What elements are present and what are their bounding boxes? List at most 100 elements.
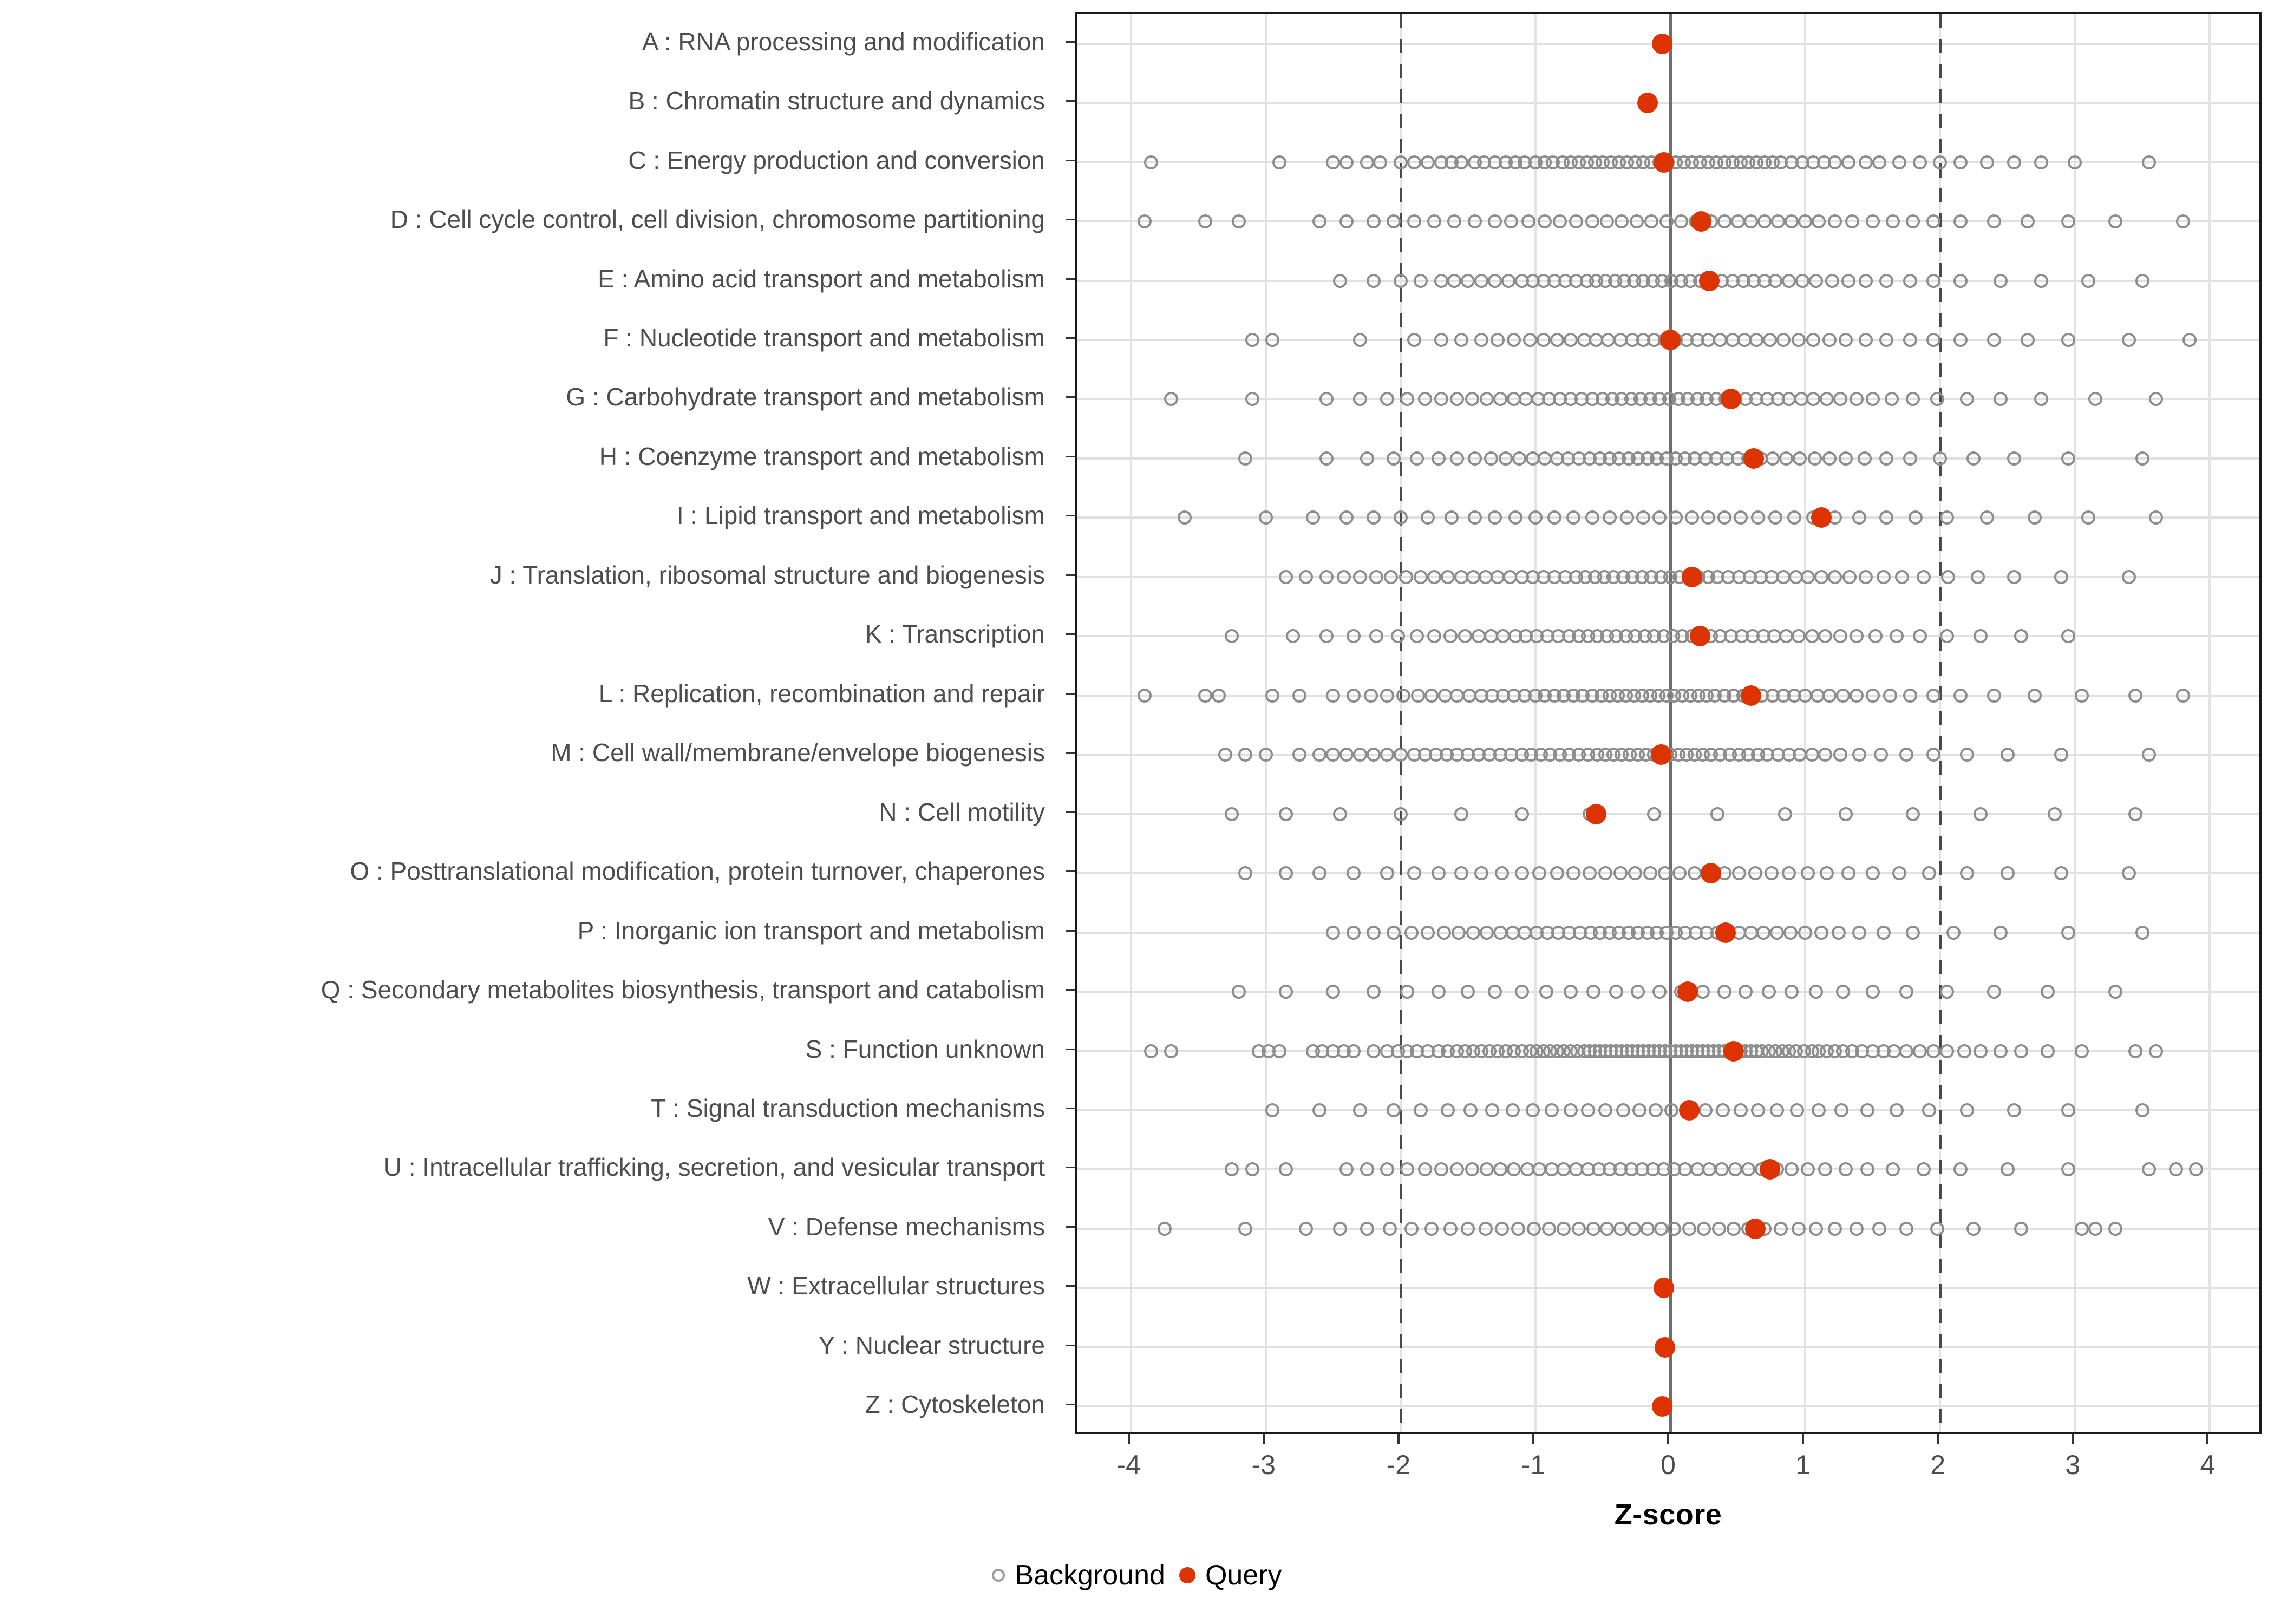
background-point	[1478, 1221, 1493, 1236]
background-point	[2074, 688, 2089, 703]
background-point	[1879, 333, 1893, 348]
background-point	[1818, 748, 1833, 762]
background-point	[1409, 451, 1424, 466]
background-point	[1926, 333, 1940, 348]
background-point	[1903, 451, 1918, 466]
background-point	[1766, 451, 1780, 466]
background-point	[1652, 985, 1667, 999]
background-point	[1953, 333, 1968, 348]
plot-panel	[1075, 12, 2262, 1434]
background-point	[1640, 1221, 1655, 1236]
background-point	[1245, 333, 1259, 348]
background-point	[1436, 925, 1451, 940]
y-axis-tick-label: Y : Nuclear structure	[818, 1331, 1045, 1359]
x-axis-tick-label: 4	[2200, 1450, 2216, 1480]
background-point	[1903, 688, 1918, 703]
background-point	[1424, 688, 1439, 703]
background-point	[1369, 569, 1383, 584]
background-point	[1801, 866, 1815, 881]
background-point	[1849, 392, 1864, 407]
background-point	[2121, 866, 2136, 881]
y-axis-tick-label: U : Intracellular trafficking, secretion…	[383, 1153, 1045, 1182]
background-point	[1373, 155, 1388, 169]
background-point	[1953, 273, 1968, 288]
x-axis-title: Z-score	[1614, 1498, 1722, 1531]
background-point	[1899, 1044, 1913, 1058]
background-point	[1868, 629, 1883, 644]
background-point	[1922, 1103, 1937, 1117]
background-point	[1326, 985, 1341, 999]
background-point	[1258, 510, 1273, 525]
background-point	[1667, 1221, 1682, 1236]
y-axis-tick-mark	[1066, 1048, 1075, 1050]
background-point	[1859, 155, 1873, 169]
background-point	[1980, 510, 1995, 525]
background-point	[1860, 1103, 1874, 1117]
background-point	[2061, 1103, 2075, 1117]
background-point	[2061, 925, 2075, 940]
background-point	[1629, 214, 1644, 229]
background-point	[1966, 1221, 1981, 1236]
background-point	[1769, 925, 1784, 940]
background-point	[1238, 748, 1253, 762]
background-point	[1319, 392, 1334, 407]
background-point	[1613, 866, 1628, 881]
query-point	[1811, 507, 1832, 528]
background-point	[1602, 510, 1617, 525]
chart-legend: Background Query	[0, 1559, 2274, 1592]
y-axis-tick-mark	[1066, 692, 1075, 695]
query-point	[1653, 1278, 1674, 1299]
x-axis-tick-label: 2	[1930, 1450, 1946, 1480]
background-point	[1838, 807, 1853, 821]
background-point	[1396, 688, 1410, 703]
background-point	[1849, 1221, 1864, 1236]
background-point	[1505, 1103, 1520, 1117]
background-point	[1793, 451, 1807, 466]
background-point	[1488, 214, 1502, 229]
y-axis-tick-label: E : Amino acid transport and metabolism	[598, 264, 1045, 293]
background-point	[1711, 1221, 1726, 1236]
background-point	[1507, 333, 1521, 348]
background-point	[1906, 807, 1920, 821]
background-point	[1890, 629, 1904, 644]
background-point	[1326, 155, 1341, 169]
background-point	[1326, 925, 1341, 940]
background-point	[1960, 1103, 1974, 1117]
background-point	[1454, 807, 1468, 821]
background-point	[1245, 1162, 1259, 1177]
background-point	[1779, 451, 1794, 466]
vertical-gridline	[2074, 14, 2076, 1432]
background-point	[1474, 333, 1489, 348]
background-point	[1332, 807, 1347, 821]
background-point	[1272, 1044, 1286, 1058]
background-point	[1521, 214, 1536, 229]
background-point	[1544, 1103, 1559, 1117]
background-point	[2135, 273, 2149, 288]
background-point	[1441, 1103, 1455, 1117]
background-point	[1827, 569, 1842, 584]
background-point	[1872, 155, 1887, 169]
background-point	[1865, 688, 1880, 703]
background-point	[1466, 925, 1481, 940]
background-point	[2061, 214, 2075, 229]
background-point	[1926, 688, 1940, 703]
query-point	[1715, 922, 1736, 943]
background-point	[1382, 1221, 1397, 1236]
background-point	[2021, 333, 2035, 348]
y-axis-tick-mark	[1066, 929, 1075, 932]
background-point	[1480, 392, 1494, 407]
background-point	[2000, 866, 2015, 881]
background-point	[1865, 866, 1880, 881]
query-point	[1760, 1159, 1781, 1180]
query-point	[1723, 1040, 1744, 1062]
query-point	[1721, 389, 1742, 410]
y-axis-tick-label: P : Inorganic ion transport and metaboli…	[577, 916, 1045, 945]
background-point	[1407, 214, 1421, 229]
background-point	[2081, 510, 2096, 525]
background-point	[1825, 273, 1839, 288]
background-point	[1883, 688, 1898, 703]
background-point	[1563, 333, 1578, 348]
query-point	[1652, 1396, 1673, 1417]
background-point	[1598, 866, 1613, 881]
background-point	[1757, 214, 1772, 229]
